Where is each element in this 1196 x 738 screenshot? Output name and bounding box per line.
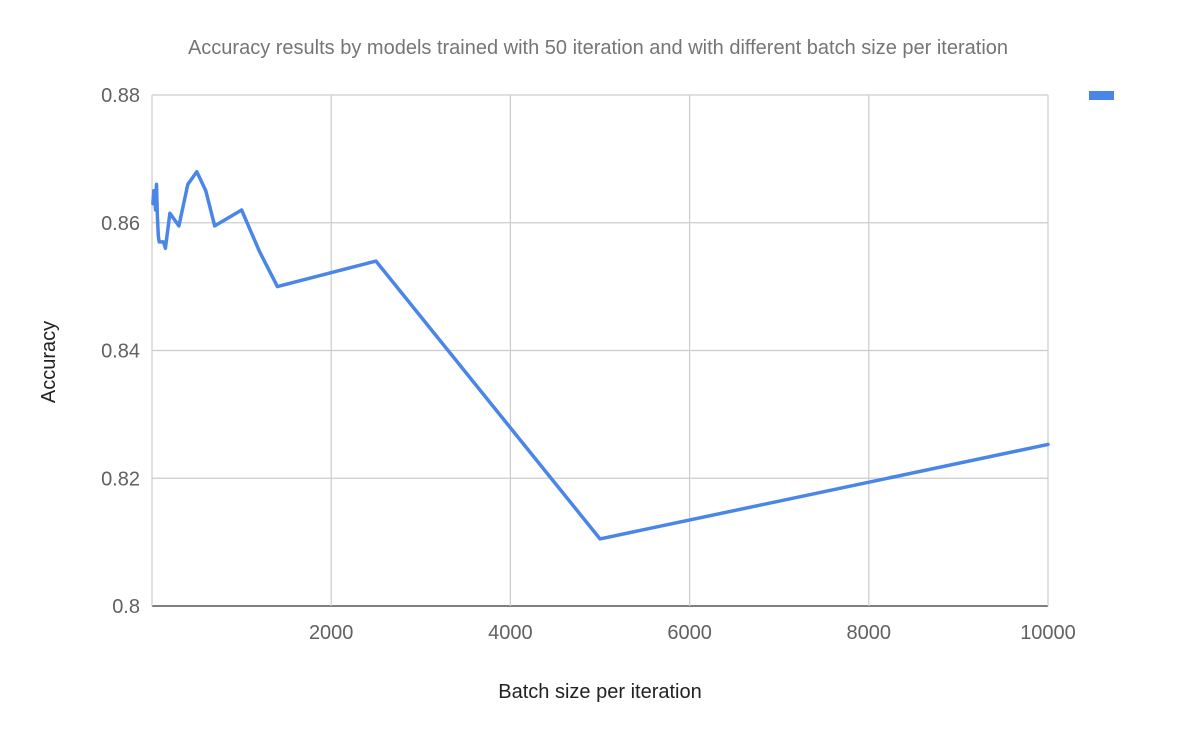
y-axis-label: Accuracy — [38, 321, 60, 403]
y-tick-label: 0.8 — [112, 596, 140, 618]
y-tick-label: 0.84 — [101, 341, 140, 363]
y-tick-label: 0.88 — [101, 85, 140, 107]
y-tick-label: 0.82 — [101, 468, 140, 490]
x-tick-label: 10000 — [1020, 622, 1076, 644]
x-tick-label: 8000 — [847, 622, 892, 644]
x-tick-label: 4000 — [488, 622, 533, 644]
series-layer — [151, 169, 1050, 541]
x-tick-label: 2000 — [309, 622, 354, 644]
series-line — [151, 169, 1050, 541]
legend — [1089, 91, 1114, 100]
y-axis-ticks: 0.8 0.82 0.84 0.86 0.88 — [101, 85, 140, 618]
chart-title: Accuracy results by models trained with … — [188, 37, 1008, 59]
x-axis-ticks: 2000 4000 6000 8000 10000 — [309, 622, 1076, 644]
x-tick-label: 6000 — [667, 622, 712, 644]
legend-swatch — [1089, 91, 1114, 100]
y-tick-label: 0.86 — [101, 213, 140, 235]
x-axis-label: Batch size per iteration — [498, 681, 701, 703]
gridlines — [151, 94, 1049, 607]
